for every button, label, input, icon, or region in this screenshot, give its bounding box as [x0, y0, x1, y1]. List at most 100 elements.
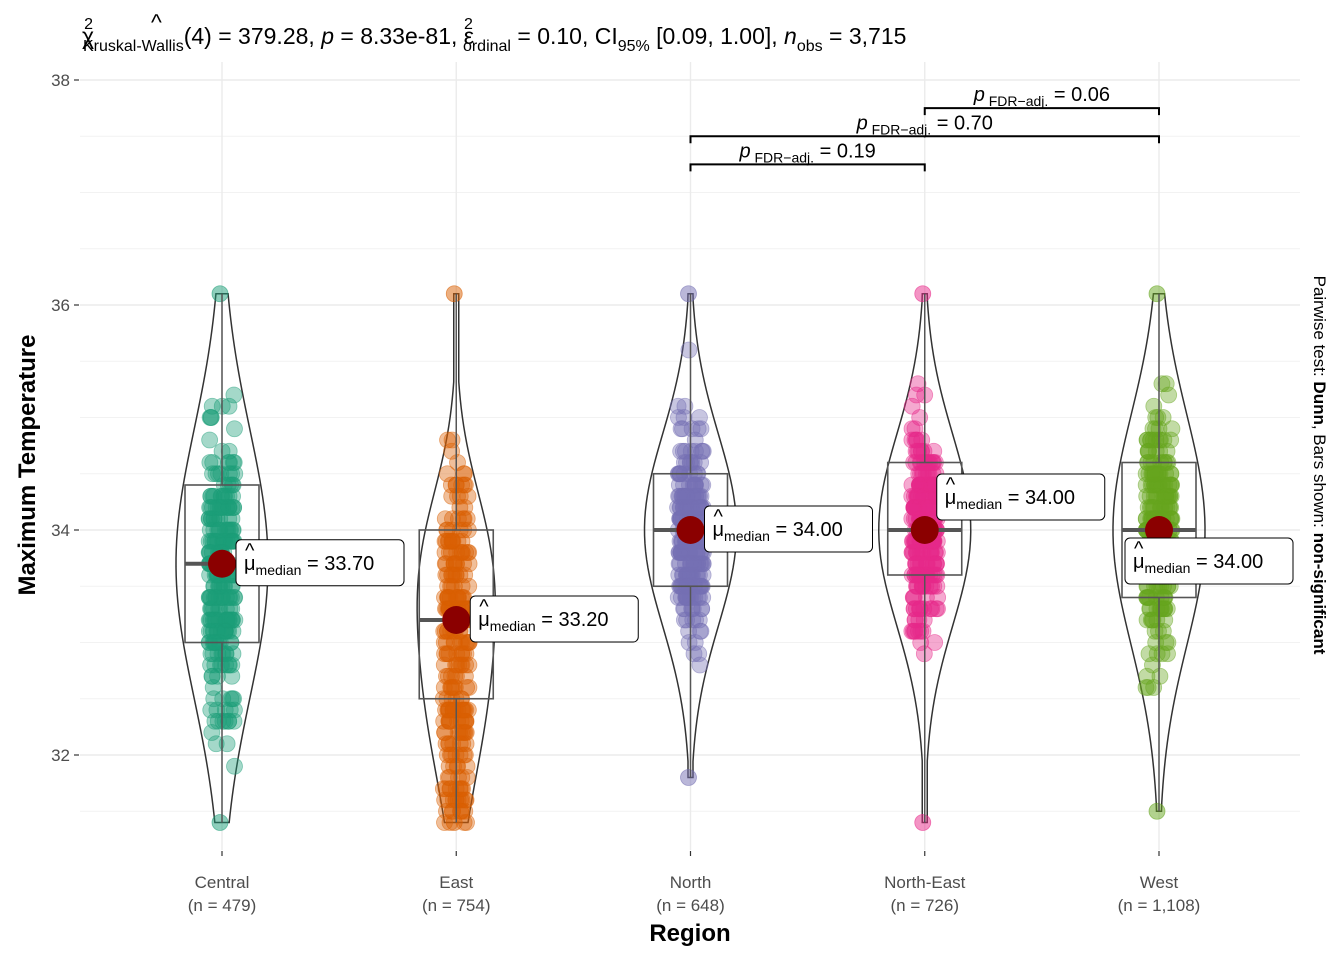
caption-prefix: Pairwise test:	[1310, 276, 1329, 382]
data-point	[1153, 375, 1171, 393]
data-point	[440, 712, 458, 730]
pairwise-label: p FDR−adj. = 0.06	[973, 84, 1110, 109]
data-point	[458, 757, 476, 775]
data-point	[225, 454, 243, 471]
median-label-sub: median	[1145, 560, 1191, 576]
data-point	[220, 397, 238, 415]
data-point	[923, 600, 941, 618]
data-point	[911, 476, 929, 494]
median-label-box	[469, 595, 639, 643]
data-point	[226, 757, 243, 775]
data-point	[680, 285, 697, 303]
data-point	[914, 285, 932, 303]
data-point	[437, 566, 455, 584]
pairwise-label: p FDR−adj. = 0.19	[738, 140, 875, 165]
median-label-value: = 34.00	[770, 519, 843, 541]
data-point	[436, 724, 454, 741]
data-point	[914, 577, 931, 595]
subtitle-epsilon-hat: ^	[151, 9, 162, 35]
data-point	[1145, 397, 1163, 415]
data-point	[449, 757, 467, 775]
subtitle-n-sub: obs	[797, 38, 823, 55]
subtitle-chi-sub: Kruskal-Wallis	[83, 38, 184, 55]
data-point	[206, 611, 223, 629]
data-point	[918, 465, 935, 483]
pairwise-p-sub: FDR−adj.	[751, 149, 814, 165]
subtitle-n-symbol: n	[784, 23, 797, 49]
median-label-symbol: μ	[244, 553, 256, 575]
median-label-value: = 34.00	[1002, 487, 1075, 509]
data-point	[913, 431, 931, 449]
median-label: μmedian = 34.00	[945, 487, 1075, 512]
data-point	[1151, 667, 1169, 685]
data-point	[446, 667, 464, 685]
data-point	[677, 442, 694, 460]
x-axis: Central (n = 479) East (n = 754) North (n = 6…	[188, 851, 1200, 915]
data-point	[923, 577, 940, 595]
data-point	[1138, 611, 1156, 629]
data-point	[683, 600, 701, 618]
data-point	[216, 487, 234, 505]
data-point	[906, 611, 924, 629]
data-point	[914, 814, 932, 831]
subtitle-ci: [0.09, 1.00],	[650, 23, 784, 49]
data-point	[1146, 465, 1164, 483]
data-point	[434, 780, 452, 798]
data-point	[435, 634, 453, 651]
median-label-sub: median	[490, 618, 536, 634]
data-point	[213, 589, 231, 606]
data-point	[454, 780, 471, 798]
data-point	[1148, 285, 1166, 303]
caption-middle: , Bars shown:	[1310, 425, 1329, 533]
pairwise-bar	[689, 163, 926, 172]
y-axis: 32 34 36 38	[51, 71, 79, 765]
median-label-box	[1124, 537, 1294, 585]
x-tick-count: (n = 726)	[890, 896, 959, 915]
data-point	[1152, 431, 1169, 449]
subtitle-chi: χ	[82, 23, 94, 49]
data-point	[226, 420, 243, 438]
data-point	[680, 769, 697, 786]
median-label-value: = 33.70	[301, 553, 374, 575]
data-point	[225, 712, 243, 730]
subtitle-df: (4) = 379.28,	[184, 23, 321, 49]
data-point	[455, 701, 472, 719]
data-point	[209, 499, 227, 516]
median-label-sub: median	[956, 496, 1002, 512]
y-tick-label: 36	[51, 296, 70, 315]
data-point	[201, 431, 219, 449]
data-point	[457, 791, 474, 809]
data-point	[203, 397, 221, 415]
data-point	[903, 544, 921, 561]
boxes	[184, 293, 1197, 823]
median-label-value: = 33.20	[536, 609, 609, 631]
median-point	[208, 549, 236, 578]
data-point	[926, 634, 944, 651]
data-point	[211, 814, 229, 831]
median-label-box	[704, 505, 873, 553]
median-label-value: = 34.00	[1190, 551, 1263, 573]
data-point	[206, 712, 224, 730]
median-label-box	[235, 539, 405, 587]
data-point	[202, 645, 220, 663]
pairwise-p-symbol: p	[856, 112, 868, 134]
data-point	[439, 577, 456, 595]
data-point	[447, 589, 465, 606]
data-point	[455, 724, 473, 741]
data-point	[208, 622, 226, 640]
x-tick-label: North	[670, 873, 712, 892]
data-point	[1160, 476, 1178, 494]
data-point	[438, 465, 456, 483]
caption-test: Dunn	[1310, 381, 1329, 424]
x-tick-count: (n = 648)	[656, 896, 725, 915]
median-label-sub: median	[256, 562, 302, 578]
data-point	[1148, 802, 1166, 820]
data-point	[689, 499, 707, 516]
data-point	[445, 285, 463, 303]
median-label-symbol: μ	[945, 487, 957, 509]
data-point	[913, 465, 931, 483]
data-point	[1140, 645, 1158, 663]
data-point	[680, 622, 698, 640]
data-point	[1153, 645, 1171, 663]
